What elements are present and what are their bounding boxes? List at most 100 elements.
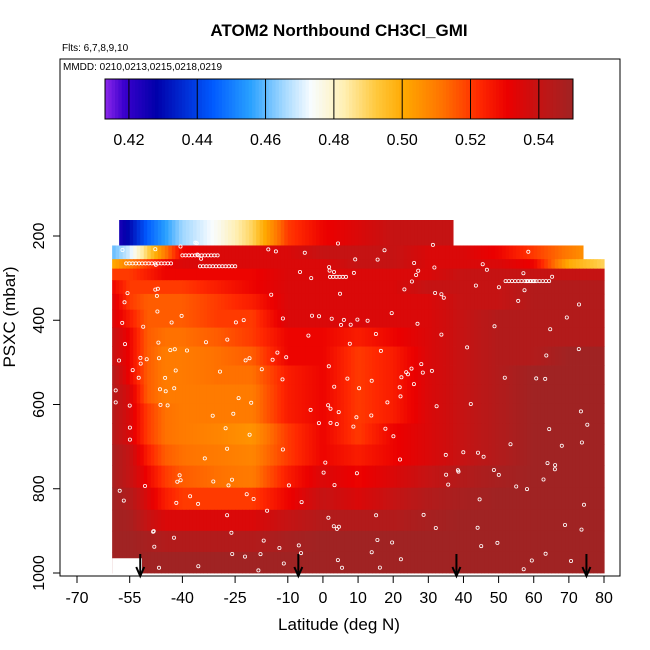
- heatmap-cell: [322, 268, 328, 281]
- heatmap-cell: [192, 551, 198, 574]
- heatmap-cell: [147, 403, 152, 424]
- heatmap-cell: [565, 530, 570, 553]
- observation-point: [585, 422, 590, 427]
- heatmap-cell: [221, 403, 226, 424]
- heatmap-cell: [319, 268, 324, 281]
- heatmap-cell: [488, 327, 493, 347]
- heatmap-cell: [263, 346, 268, 366]
- heatmap-cell: [344, 327, 349, 347]
- heatmap-cell: [178, 444, 183, 466]
- heatmap-cell: [512, 259, 517, 270]
- heatmap-cell: [519, 309, 524, 329]
- heatmap-cell: [273, 280, 278, 295]
- heatmap-cell: [245, 280, 250, 295]
- heatmap-cell: [466, 384, 472, 404]
- heatmap-cell: [523, 346, 528, 366]
- colorbar-swatch: [171, 79, 176, 119]
- heatmap-cell: [488, 423, 493, 445]
- heatmap-cell: [488, 259, 493, 270]
- heatmap-cell: [505, 327, 510, 347]
- heatmap-cell: [143, 509, 148, 532]
- heatmap-cell: [136, 384, 141, 404]
- heatmap-cell: [301, 487, 306, 511]
- heatmap-cell: [344, 259, 349, 270]
- colorbar-tick-label: 0.42: [113, 132, 144, 149]
- heatmap-cell: [365, 280, 370, 295]
- heatmap-cell: [140, 365, 145, 385]
- heatmap-cell: [389, 280, 394, 295]
- heatmap-cell: [347, 465, 352, 489]
- heatmap-cell: [575, 444, 580, 466]
- heatmap-cell: [175, 384, 180, 404]
- heatmap-cell: [333, 280, 338, 295]
- colorbar-swatch: [232, 79, 236, 119]
- heatmap-cell: [456, 268, 461, 281]
- heatmap-cell: [305, 384, 310, 404]
- heatmap-cell: [196, 365, 201, 385]
- heatmap-cell: [298, 487, 303, 511]
- heatmap-cell: [242, 259, 247, 270]
- heatmap-cell: [319, 551, 324, 574]
- heatmap-cell: [112, 259, 117, 270]
- heatmap-cell: [287, 220, 292, 246]
- heatmap-cell: [596, 530, 602, 553]
- heatmap-cell: [438, 245, 443, 260]
- heatmap-cell: [157, 465, 162, 489]
- heatmap-cell: [400, 245, 405, 260]
- heatmap-cell: [129, 259, 134, 270]
- heatmap-cell: [206, 346, 212, 366]
- heatmap-cell: [582, 293, 588, 311]
- heatmap-cell: [136, 309, 141, 329]
- heatmap-cell: [178, 280, 183, 295]
- heatmap-cell: [238, 423, 243, 445]
- heatmap-cell: [189, 509, 194, 532]
- heatmap-cell: [263, 293, 268, 311]
- heatmap-cell: [459, 309, 465, 329]
- heatmap-cell: [199, 309, 205, 329]
- heatmap-cell: [488, 346, 493, 366]
- heatmap-cell: [477, 280, 482, 295]
- heatmap-cell: [466, 530, 472, 553]
- heatmap-cell: [438, 220, 443, 246]
- heatmap-cell: [157, 509, 162, 532]
- heatmap-cell: [312, 465, 317, 489]
- heatmap-cell: [505, 259, 510, 270]
- heatmap-cell: [175, 530, 180, 553]
- colorbar-swatch: [342, 79, 347, 119]
- heatmap-cell: [375, 245, 380, 260]
- heatmap-cell: [150, 268, 155, 281]
- heatmap-cell: [235, 220, 240, 246]
- heatmap-cell: [530, 444, 535, 466]
- heatmap-cell: [315, 509, 321, 532]
- heatmap-cell: [393, 487, 398, 511]
- heatmap-cell: [270, 280, 275, 295]
- heatmap-cell: [252, 444, 257, 466]
- heatmap-cell: [182, 280, 187, 295]
- heatmap-cell: [509, 444, 514, 466]
- heatmap-cell: [470, 530, 475, 553]
- heatmap-cell: [509, 365, 514, 385]
- heatmap-cell: [312, 365, 317, 385]
- heatmap-cell: [407, 259, 412, 270]
- heatmap-cell: [136, 403, 141, 424]
- heatmap-cell: [252, 327, 257, 347]
- heatmap-cell: [228, 309, 233, 329]
- heatmap-cell: [417, 280, 422, 295]
- heatmap-cell: [263, 444, 268, 466]
- heatmap-cell: [252, 551, 257, 574]
- heatmap-cell: [586, 268, 591, 281]
- observation-point: [184, 348, 189, 353]
- heatmap-cell: [235, 530, 240, 553]
- heatmap-cell: [178, 309, 183, 329]
- heatmap-cell: [129, 220, 134, 246]
- heatmap-cell: [400, 280, 405, 295]
- heatmap-cell: [572, 346, 577, 366]
- heatmap-cell: [305, 444, 310, 466]
- heatmap-cell: [502, 530, 507, 553]
- observation-point: [336, 524, 341, 529]
- heatmap-cell: [554, 530, 559, 553]
- colorbar-swatch: [198, 79, 203, 119]
- heatmap-cell: [143, 465, 148, 489]
- colorbar-tick-label: 0.52: [455, 132, 486, 149]
- heatmap-cell: [365, 465, 370, 489]
